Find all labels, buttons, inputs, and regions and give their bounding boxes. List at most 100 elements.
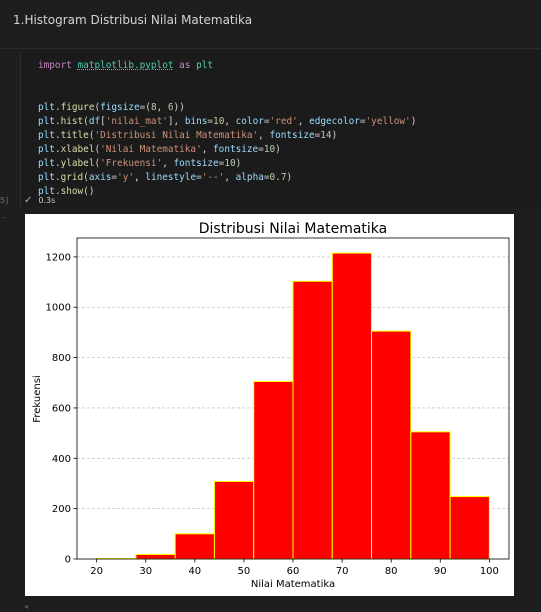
code-token: df xyxy=(88,116,101,127)
code-token: 'yellow' xyxy=(365,116,411,127)
code-token: linestyle xyxy=(145,172,197,183)
code-token: 8 xyxy=(150,102,157,113)
code-token: , xyxy=(224,116,236,127)
code-token: 'Nilai Matematika' xyxy=(100,144,202,155)
y-tick-label: 400 xyxy=(52,454,71,465)
code-token: ) xyxy=(286,172,293,183)
x-tick-label: 20 xyxy=(90,566,103,577)
code-token: show xyxy=(60,186,84,197)
code-token: 'nilai_mat' xyxy=(105,116,168,127)
code-token: hist xyxy=(60,116,84,127)
code-token: 'Frekuensi' xyxy=(100,158,163,169)
x-tick-label: 60 xyxy=(287,566,300,577)
code-token: 0.7 xyxy=(269,172,287,183)
code-token: , xyxy=(156,102,168,113)
code-token: plt xyxy=(38,102,55,113)
x-tick-label: 30 xyxy=(139,566,152,577)
execution-status: ✓ 0.3s xyxy=(24,195,55,206)
code-token: = xyxy=(359,116,366,127)
code-token: fontsize xyxy=(173,158,219,169)
code-token: , xyxy=(201,144,214,155)
y-tick-label: 0 xyxy=(65,555,71,566)
code-token: = xyxy=(258,144,264,155)
code-token: fontsize xyxy=(269,130,315,141)
x-tick-label: 80 xyxy=(385,566,398,577)
x-tick-label: 70 xyxy=(336,566,349,577)
code-token: fontsize xyxy=(213,144,259,155)
code-token: =( xyxy=(139,102,151,113)
code-token: , xyxy=(162,158,174,169)
code-token: plt xyxy=(38,158,55,169)
code-line-7: plt.grid(axis='y', linestyle='--', alpha… xyxy=(38,172,293,183)
y-tick-label: 800 xyxy=(52,353,71,364)
cell-output: Distribusi Nilai Matematika Nilai Matema… xyxy=(25,214,514,596)
scroll-left-icon[interactable]: ◂ xyxy=(24,602,29,611)
y-tick-label: 1000 xyxy=(46,303,71,314)
code-token: , xyxy=(297,116,310,127)
code-line-2: plt.figure(figsize=(8, 6)) xyxy=(38,102,185,113)
histogram-bar xyxy=(331,252,373,560)
code-line-8: plt.show() xyxy=(38,186,95,197)
histogram-bar xyxy=(449,496,490,560)
code-editor[interactable]: import matplotlib.pyplot as plt plt.figu… xyxy=(38,59,416,199)
code-token: 10 xyxy=(213,116,225,127)
x-tick-label: 40 xyxy=(188,566,201,577)
code-token: )) xyxy=(173,102,185,113)
y-axis-label: Frekuensi xyxy=(32,375,43,422)
code-token: 'Distribusi Nilai Matematika' xyxy=(94,130,259,141)
code-token: title xyxy=(60,130,89,141)
histogram-bar xyxy=(213,480,255,560)
axes: 0 200 400 600 800 1000 1200 20 30 40 50 60 70 80 90 100 xyxy=(46,237,510,577)
code-token: = xyxy=(196,172,202,183)
code-token: ( xyxy=(94,102,101,113)
y-tick-label: 600 xyxy=(52,403,71,414)
code-line-3: plt.hist(df['nilai_mat'], bins=10, color… xyxy=(38,116,417,127)
code-token: ( xyxy=(83,172,89,183)
code-token: plt xyxy=(38,172,55,183)
code-token: bins xyxy=(184,116,208,127)
alias-name: plt xyxy=(196,60,214,71)
code-token: '--' xyxy=(201,172,225,183)
code-token: color xyxy=(235,116,264,127)
code-token: = xyxy=(218,158,225,169)
code-token: 10 xyxy=(263,144,276,155)
code-token: plt xyxy=(38,186,55,197)
code-token: grid xyxy=(60,172,84,183)
code-token: ( xyxy=(94,144,101,155)
code-token: ( xyxy=(88,130,95,141)
code-token: ( xyxy=(94,158,101,169)
histogram-bar xyxy=(253,381,294,560)
code-token: alpha xyxy=(235,172,264,183)
cell-divider xyxy=(0,48,541,49)
module-name: matplotlib.pyplot xyxy=(77,60,174,71)
code-token: axis xyxy=(88,172,112,183)
code-token: = xyxy=(263,172,270,183)
code-cell[interactable]: import matplotlib.pyplot as plt plt.figu… xyxy=(20,51,541,207)
histogram-bar xyxy=(410,431,451,560)
code-line-6: plt.ylabel('Frekuensi', fontsize=10) xyxy=(38,158,242,169)
code-token: 'y' xyxy=(117,172,134,183)
output-collapse-marker[interactable]: - xyxy=(2,213,5,222)
check-icon: ✓ xyxy=(24,195,33,206)
code-token: 'red' xyxy=(269,116,298,127)
code-token: ) xyxy=(410,116,417,127)
code-token: [ xyxy=(100,116,106,127)
histogram-bar xyxy=(371,330,412,560)
keyword: as xyxy=(179,60,191,71)
code-token: = xyxy=(263,116,270,127)
x-axis-label: Nilai Matematika xyxy=(251,579,335,590)
code-token: 14 xyxy=(320,130,332,141)
histogram-bar xyxy=(135,553,176,560)
code-token: = xyxy=(207,116,214,127)
code-token: ) xyxy=(275,144,281,155)
execution-time: 0.3s xyxy=(38,196,56,205)
code-token: edgecolor xyxy=(309,116,360,127)
code-token: ylabel xyxy=(60,158,95,169)
y-tick-label: 1200 xyxy=(46,252,71,263)
code-token: xlabel xyxy=(60,144,95,155)
code-token: , xyxy=(134,172,146,183)
code-line-5: plt.xlabel('Nilai Matematika', fontsize=… xyxy=(38,144,281,155)
markdown-heading: 1.Histogram Distribusi Nilai Matematika xyxy=(13,13,253,27)
x-tick-label: 100 xyxy=(480,566,499,577)
code-line-1: import matplotlib.pyplot as plt xyxy=(38,60,213,71)
